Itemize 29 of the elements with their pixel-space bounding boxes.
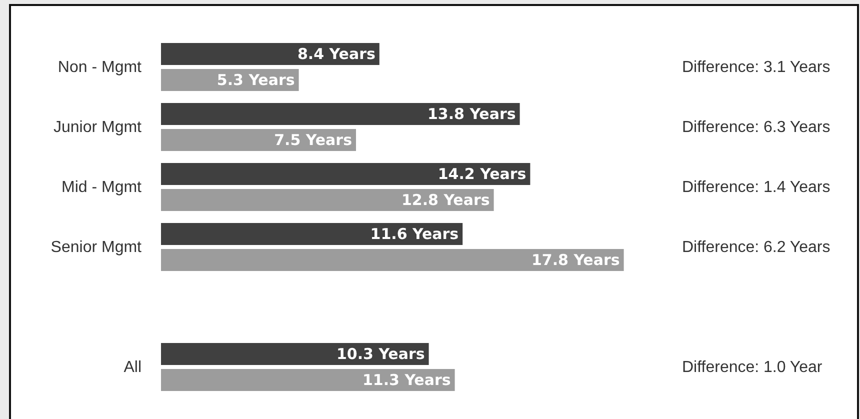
bar [161, 129, 356, 151]
data-label: 11.3 Years [362, 371, 451, 389]
data-label: 17.8 Years [531, 251, 620, 269]
data-label: 8.4 Years [297, 45, 376, 63]
y-tick-label: Senior Mgmt [50, 239, 142, 256]
text: Difference: 6.3 Years [682, 119, 830, 136]
bar [161, 189, 494, 211]
text: Difference: 3.1 Years [682, 59, 830, 76]
text: Difference: 1.0 Year [682, 359, 823, 376]
y-tick-label: Junior Mgmt [53, 119, 142, 136]
bar [161, 369, 455, 391]
bar [161, 249, 624, 271]
data-label: 12.8 Years [401, 191, 490, 209]
bar [161, 223, 463, 245]
bar [161, 163, 530, 185]
bar [161, 343, 429, 365]
data-label: 14.2 Years [438, 165, 526, 183]
text: Difference: 1.4 Years [682, 179, 830, 196]
y-tick-label: Mid - Mgmt [62, 179, 142, 196]
data-label: 13.8 Years [427, 105, 516, 123]
bar [161, 103, 520, 125]
data-label: 7.5 Years [274, 131, 352, 149]
data-label: 11.6 Years [370, 225, 459, 243]
bar [161, 43, 380, 65]
y-tick-label: All [124, 359, 142, 376]
data-label: 10.3 Years [336, 345, 425, 363]
data-label: 5.3 Years [216, 71, 295, 89]
y-tick-label: Non - Mgmt [58, 59, 142, 76]
text: Difference: 6.2 Years [682, 239, 830, 256]
